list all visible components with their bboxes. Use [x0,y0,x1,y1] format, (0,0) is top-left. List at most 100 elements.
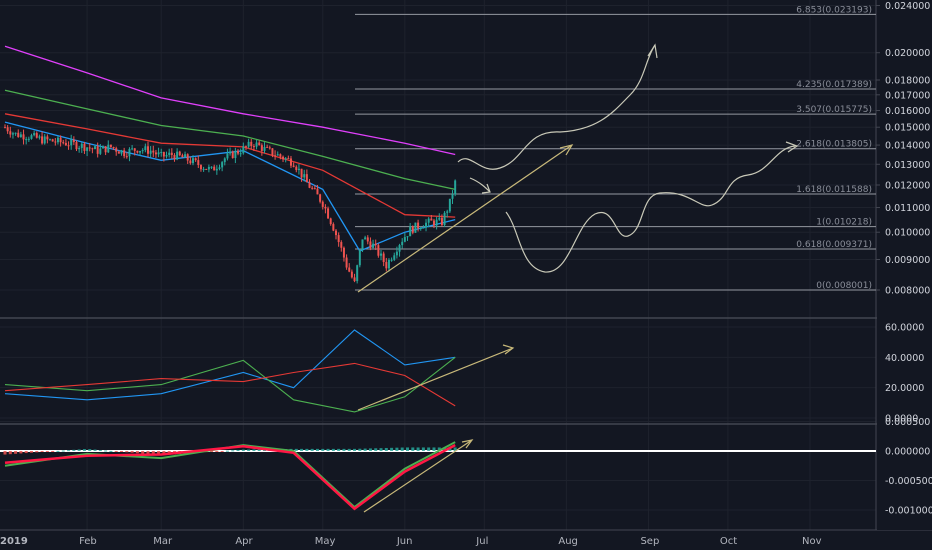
arrow-head[interactable] [461,439,474,449]
price-tick-label[interactable]: 0.017000 [885,90,930,101]
candle-body[interactable] [332,224,335,231]
candle-body[interactable] [419,228,422,230]
candle-body[interactable] [337,235,340,243]
candle-body[interactable] [99,148,102,154]
macd-tick-label[interactable]: 0.000000 [885,447,930,458]
candle-body[interactable] [244,146,247,148]
candle-body[interactable] [173,155,176,160]
price-tick-label[interactable]: 0.024000 [885,1,930,12]
candle-body[interactable] [165,154,168,157]
candle-body[interactable] [417,222,420,229]
candle-body[interactable] [43,136,46,144]
candle-body[interactable] [266,146,269,148]
candle-body[interactable] [213,166,216,171]
candle-body[interactable] [19,134,22,137]
candle-body[interactable] [181,155,184,158]
candle-body[interactable] [446,211,449,213]
candle-body[interactable] [382,253,385,263]
candle-body[interactable] [11,133,14,135]
candle-body[interactable] [215,168,218,171]
macd-tick-label[interactable]: -0.001000 [885,506,932,517]
candle-body[interactable] [178,151,181,156]
candle-body[interactable] [144,146,147,151]
macd-tick-label[interactable]: -0.000500 [885,476,932,487]
candle-body[interactable] [64,142,67,146]
candle-body[interactable] [54,141,57,143]
candle-body[interactable] [46,136,49,140]
candle-body[interactable] [70,139,73,146]
candle-body[interactable] [115,148,118,152]
candle-body[interactable] [380,253,383,256]
candle-body[interactable] [38,136,41,138]
candle-body[interactable] [440,217,443,226]
candle-body[interactable] [295,166,298,171]
price-tick-label[interactable]: 0.018000 [885,76,930,87]
candle-body[interactable] [274,155,277,157]
dmi-tick-label[interactable]: 60.0000 [885,323,924,334]
candle-body[interactable] [128,148,131,157]
arrow-head[interactable] [785,141,799,153]
candle-body[interactable] [319,194,322,202]
candle-body[interactable] [218,167,221,169]
candle-body[interactable] [62,142,65,144]
price-tick-label[interactable]: 0.013000 [885,160,930,171]
candle-body[interactable] [91,148,94,150]
candle-body[interactable] [284,158,287,160]
candle-body[interactable] [292,165,295,167]
candle-body[interactable] [160,152,163,154]
candle-body[interactable] [409,226,412,237]
candle-body[interactable] [358,249,361,266]
candle-body[interactable] [348,267,351,272]
candle-body[interactable] [86,147,89,151]
time-tick-label[interactable]: Feb [79,536,97,547]
candle-body[interactable] [123,150,126,157]
candle-body[interactable] [170,152,173,156]
candle-body[interactable] [401,241,404,246]
candle-body[interactable] [305,174,308,183]
candle-body[interactable] [149,150,152,154]
candle-body[interactable] [374,243,377,246]
candle-body[interactable] [6,127,9,132]
candle-body[interactable] [4,127,6,129]
candle-body[interactable] [448,198,451,212]
candle-body[interactable] [237,150,240,154]
candle-body[interactable] [316,188,319,195]
user-drawings[interactable] [357,43,799,513]
candle-body[interactable] [395,251,398,256]
candle-body[interactable] [78,147,81,150]
candle-body[interactable] [297,168,300,171]
candle-body[interactable] [414,222,417,233]
candle-body[interactable] [327,208,330,219]
time-tick-label[interactable]: Mar [153,536,173,547]
candle-body[interactable] [247,141,250,147]
projection-curve[interactable] [469,177,491,193]
candle-body[interactable] [80,143,83,148]
candle-body[interactable] [454,180,457,195]
candle-body[interactable] [75,142,78,150]
candle-body[interactable] [340,242,343,248]
candle-body[interactable] [425,222,428,228]
candle-body[interactable] [422,227,425,229]
candle-body[interactable] [210,166,213,168]
candle-body[interactable] [438,217,441,220]
candle-body[interactable] [377,245,380,256]
candle-body[interactable] [239,153,242,155]
dmi-tick-label[interactable]: 40.0000 [885,353,924,364]
time-tick-label[interactable]: 2019 [0,536,28,547]
trendline[interactable] [357,144,573,293]
candle-body[interactable] [350,271,353,278]
candle-body[interactable] [125,156,128,158]
candle-body[interactable] [157,152,160,155]
candle-body[interactable] [207,166,210,170]
candle-body[interactable] [252,146,255,148]
candle-body[interactable] [366,237,369,242]
candle-body[interactable] [35,133,38,138]
candle-body[interactable] [33,133,36,136]
candle-body[interactable] [56,137,59,143]
candle-body[interactable] [372,243,375,248]
price-tick-label[interactable]: 0.010000 [885,228,930,239]
dmi-tick-label[interactable]: 0.0000 [885,414,918,425]
candle-body[interactable] [146,146,149,154]
candle-body[interactable] [117,151,120,154]
candle-body[interactable] [205,168,208,170]
